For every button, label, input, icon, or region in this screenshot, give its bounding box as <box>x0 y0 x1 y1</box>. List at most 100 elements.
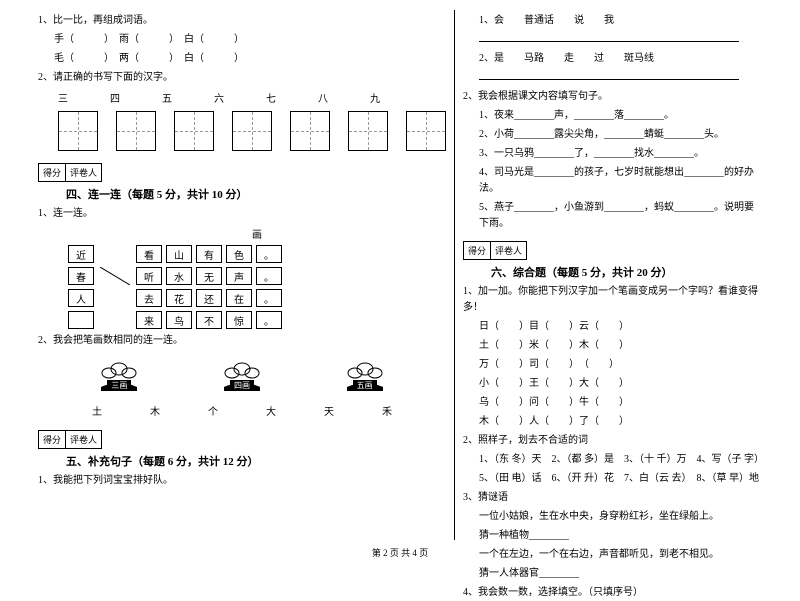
lian-title: 画 <box>68 226 446 241</box>
q2-item: 1、夜来________声，________落________。 <box>463 108 762 124</box>
grader-label: 评卷人 <box>66 431 101 448</box>
score-label: 得分 <box>39 431 66 448</box>
q6-1-row: 万（ ）司（ ） （ ） <box>463 357 762 373</box>
lian-cell: 无 <box>196 267 222 285</box>
lian-grid-row: 去 花 还 在 。 <box>136 289 282 307</box>
char: 七 <box>266 90 276 105</box>
flower-label: 三画 <box>107 380 131 391</box>
spread-char: 禾 <box>382 403 392 418</box>
spread-char: 木 <box>150 403 160 418</box>
q6-3-item: 猜一种植物________ <box>463 528 762 544</box>
lian-cell: 。 <box>256 267 282 285</box>
lian-cell: 还 <box>196 289 222 307</box>
score-box: 得分 评卷人 <box>463 241 527 260</box>
lian-cell: 。 <box>256 311 282 329</box>
writing-box <box>406 111 446 151</box>
blank-line <box>463 32 762 48</box>
lian-left-cell <box>68 311 94 329</box>
q6-3: 3、猜谜语 <box>463 490 762 506</box>
spread-char: 大 <box>266 403 276 418</box>
q6-1-row: 乌（ ）问（ ）牛（ ） <box>463 395 762 411</box>
score-label: 得分 <box>464 242 491 259</box>
writing-box <box>348 111 388 151</box>
q2-item: 2、小荷________露尖尖角，________蜻蜓________头。 <box>463 127 762 143</box>
section-6-title: 六、综合题（每题 5 分，共计 20 分） <box>463 264 762 280</box>
score-box: 得分 评卷人 <box>38 163 102 182</box>
writing-box <box>290 111 330 151</box>
lian-row: 人 去 花 还 在 。 <box>68 289 446 307</box>
score-label: 得分 <box>39 164 66 181</box>
writing-box <box>116 111 156 151</box>
q6-4: 4、我会数一数，选择填空。（只填序号） <box>463 585 762 601</box>
r2: 2、是 马路 走 过 斑马线 <box>463 51 762 67</box>
lian-grid-row: 听 水 无 声 。 <box>136 267 282 285</box>
page-footer: 第 2 页 共 4 页 <box>0 546 800 559</box>
q6-3-item: 一位小姑娘，生在水中央，身穿粉红衫，坐在绿船上。 <box>463 509 762 525</box>
lian-row: 春 听 水 无 声 。 <box>68 267 446 285</box>
flower-label: 五画 <box>353 380 377 391</box>
sec4-q1: 1、连一连。 <box>38 206 446 222</box>
lian-cell: 花 <box>166 289 192 307</box>
lian-container: 画 近 看 山 有 色 。 春 听 水 无 声 <box>68 226 446 329</box>
lian-cell: 声 <box>226 267 252 285</box>
spread-chars: 土 木 个 大 天 禾 <box>68 403 416 418</box>
r1: 1、会 普通话 说 我 <box>463 13 762 29</box>
writing-box <box>232 111 272 151</box>
q6-1-row: 小（ ）王（ ）大（ ） <box>463 376 762 392</box>
sec4-q2: 2、我会把笔画数相同的连一连。 <box>38 333 446 349</box>
q6-3-item: 猜一人体器官________ <box>463 566 762 582</box>
q2-item: 4、司马光是________的孩子，七岁时就能想出________的好办法。 <box>463 165 762 197</box>
spread-char: 天 <box>324 403 334 418</box>
writing-box <box>58 111 98 151</box>
char: 四 <box>110 90 120 105</box>
grader-label: 评卷人 <box>66 164 101 181</box>
char: 九 <box>370 90 380 105</box>
char: 八 <box>318 90 328 105</box>
section-4-title: 四、连一连（每题 5 分，共计 10 分） <box>38 186 446 202</box>
lian-left-cell: 春 <box>68 267 94 285</box>
page-container: 1、比一比，再组成词语。 手（ ） 雨（ ） 白（ ） 毛（ ） 两（ ） 白（… <box>30 10 770 540</box>
lian-cell: 不 <box>196 311 222 329</box>
score-box: 得分 评卷人 <box>38 430 102 449</box>
sec5-q1: 1、我能把下列词宝宝排好队。 <box>38 473 446 489</box>
lian-row: 来 鸟 不 惊 。 <box>68 311 446 329</box>
q6-1-row: 土（ ）米（ ）木（ ） <box>463 338 762 354</box>
left-column: 1、比一比，再组成词语。 手（ ） 雨（ ） 白（ ） 毛（ ） 两（ ） 白（… <box>30 10 454 540</box>
blank-line <box>463 70 762 86</box>
lian-cell: 听 <box>136 267 162 285</box>
lian-cell: 鸟 <box>166 311 192 329</box>
q6-1-row: 木（ ）人（ ）了（ ） <box>463 414 762 430</box>
lian-left-cell: 近 <box>68 245 94 263</box>
q1-row2: 毛（ ） 两（ ） 白（ ） <box>38 51 446 67</box>
char-boxes <box>58 111 446 151</box>
writing-box <box>174 111 214 151</box>
lian-cell: 色 <box>226 245 252 263</box>
lian-left-cell: 人 <box>68 289 94 307</box>
q6-2-item: 1、（东 冬）天 2、（都 多）是 3、（十 千）万 4、写（子 字） <box>463 452 762 468</box>
flower-icon: 五画 <box>335 359 395 393</box>
char: 六 <box>214 90 224 105</box>
lian-cell: 水 <box>166 267 192 285</box>
lian-grid-row: 来 鸟 不 惊 。 <box>136 311 282 329</box>
q6-2-item: 5、（田 电）话 6、（开 升）花 7、白（云 去） 8、（草 早）地 <box>463 471 762 487</box>
lian-cell: 山 <box>166 245 192 263</box>
lian-cell: 在 <box>226 289 252 307</box>
connector-line <box>100 267 130 285</box>
q1-row1: 手（ ） 雨（ ） 白（ ） <box>38 32 446 48</box>
q6-1: 1、加一加。你能把下列汉字加一个笔画变成另一个字吗？看谁变得多！ <box>463 284 762 316</box>
q6-1-row: 日（ ）目（ ）云（ ） <box>463 319 762 335</box>
char: 五 <box>162 90 172 105</box>
flower-label: 四画 <box>230 380 254 391</box>
lian-cell: 看 <box>136 245 162 263</box>
spread-char: 个 <box>208 403 218 418</box>
lian-cell: 有 <box>196 245 222 263</box>
q2-title: 2、我会根据课文内容填写句子。 <box>463 89 762 105</box>
q2-item: 5、燕子________，小鱼游到________，蚂蚁________。说明要… <box>463 200 762 232</box>
lian-grid-row: 看 山 有 色 。 <box>136 245 282 263</box>
lian-cell: 。 <box>256 245 282 263</box>
lian-row: 近 看 山 有 色 。 <box>68 245 446 263</box>
q6-2: 2、照样子，划去不合适的词 <box>463 433 762 449</box>
section-5-title: 五、补充句子（每题 6 分，共计 12 分） <box>38 453 446 469</box>
lian-cell: 惊 <box>226 311 252 329</box>
lian-cell: 去 <box>136 289 162 307</box>
